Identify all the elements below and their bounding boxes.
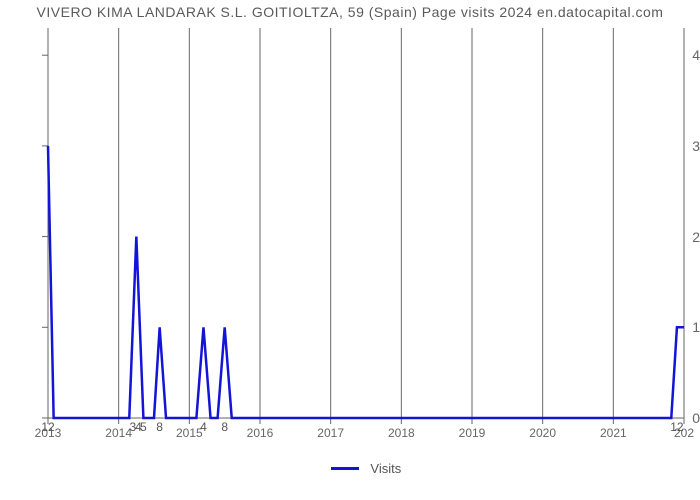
chart-legend: Visits (48, 460, 684, 476)
xtick-label: 2018 (388, 426, 415, 440)
ytick-label: 4 (662, 47, 700, 63)
point-label: 8 (221, 420, 228, 434)
xtick-label: 2021 (600, 426, 627, 440)
legend-label: Visits (370, 461, 401, 476)
point-label: 12 (670, 420, 683, 434)
point-label: 12 (41, 420, 54, 434)
xtick-label: 2019 (459, 426, 486, 440)
ytick-label: 3 (662, 138, 700, 154)
xtick-label: 2015 (176, 426, 203, 440)
legend-swatch (331, 467, 359, 470)
series-line-visits (48, 146, 684, 418)
ytick-label: 2 (662, 229, 700, 245)
point-label: 8 (156, 420, 163, 434)
point-label: 4 (200, 420, 207, 434)
point-label: 5 (140, 420, 147, 434)
xtick-label: 2016 (247, 426, 274, 440)
xtick-label: 2014 (105, 426, 132, 440)
xtick-label: 2020 (529, 426, 556, 440)
ytick-label: 1 (662, 319, 700, 335)
chart-plot (0, 0, 700, 500)
xtick-label: 2017 (317, 426, 344, 440)
